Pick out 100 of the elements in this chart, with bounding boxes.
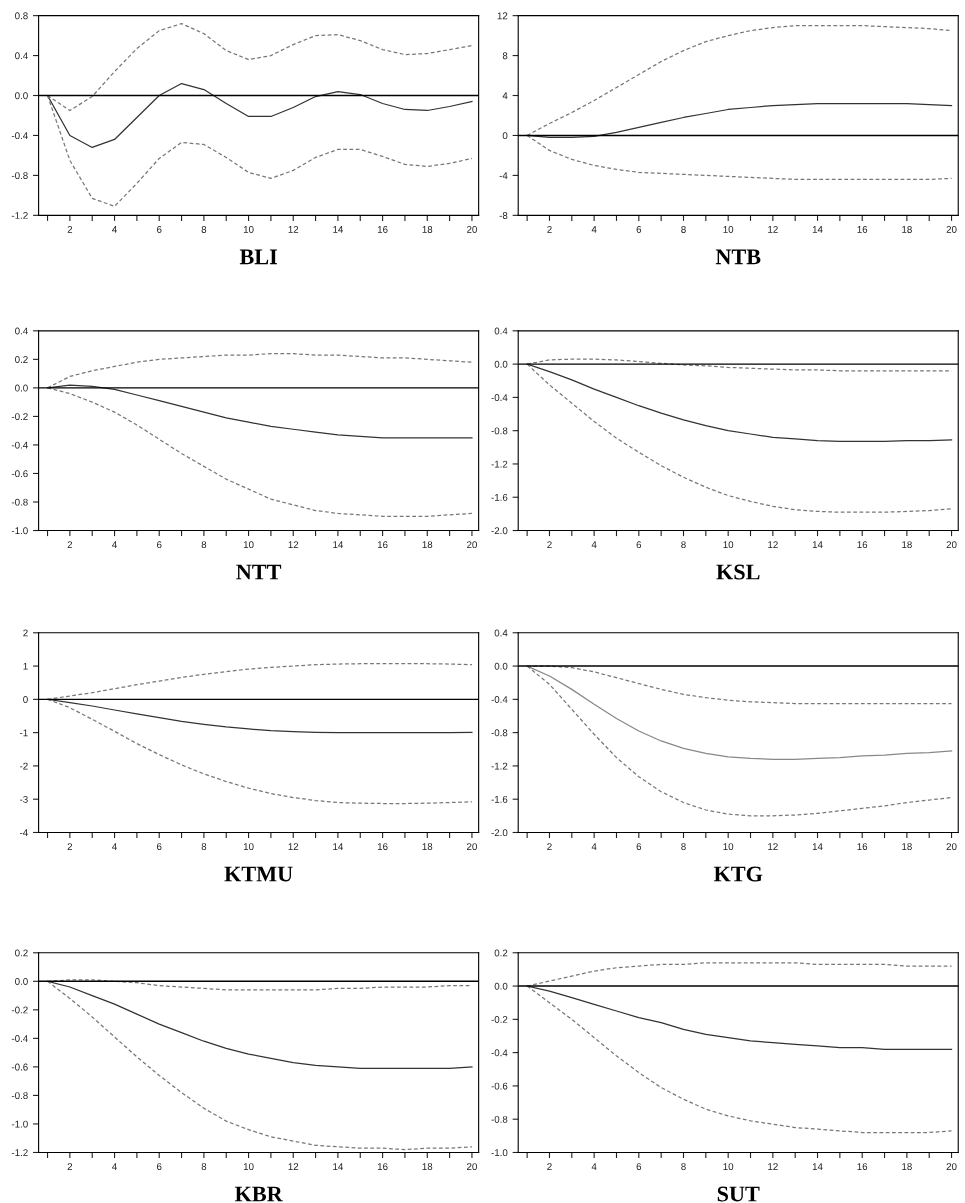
x-tick-label: 4 xyxy=(112,226,117,233)
y-tick-label: -0.6 xyxy=(11,470,28,478)
y-tick-label: -1 xyxy=(19,729,28,737)
y-tick-label: -0.4 xyxy=(491,394,508,402)
y-tick-label: 0.0 xyxy=(494,360,508,368)
x-tick-label: 16 xyxy=(857,226,868,233)
x-tick-label: 4 xyxy=(112,541,117,548)
x-tick-label: 2 xyxy=(547,843,552,850)
y-tick-label: -0.8 xyxy=(11,172,28,180)
x-tick-label: 16 xyxy=(377,541,388,549)
y-tick-label: 2 xyxy=(23,629,28,637)
y-tick-label: 0.2 xyxy=(494,949,508,957)
x-tick-label: 12 xyxy=(288,843,299,850)
x-tick-label: 10 xyxy=(243,1163,254,1171)
y-tick-label: -2.0 xyxy=(491,829,508,837)
x-tick-label: 10 xyxy=(243,843,254,851)
x-tick-label: 8 xyxy=(681,541,686,549)
y-tick-label: -0.6 xyxy=(491,1082,508,1090)
x-axis-title: SUT xyxy=(717,1186,760,1202)
x-tick-label: 14 xyxy=(812,1163,823,1170)
y-tick-label: -0.6 xyxy=(11,1063,28,1071)
y-tick-label: -1.2 xyxy=(11,212,28,219)
x-tick-label: 8 xyxy=(201,226,207,233)
x-tick-label: 12 xyxy=(288,1163,299,1170)
x-tick-label: 14 xyxy=(333,541,344,548)
x-tick-label: 16 xyxy=(857,1163,868,1171)
x-axis-title: BLI xyxy=(239,249,278,265)
x-tick-label: 8 xyxy=(201,843,207,851)
y-tick-label: -1.2 xyxy=(491,460,508,468)
x-tick-label: 2 xyxy=(547,541,552,548)
x-axis-title: NTB xyxy=(715,249,761,265)
x-tick-label: 16 xyxy=(377,1163,388,1171)
y-tick-label: -0.8 xyxy=(11,1092,28,1100)
x-tick-label: 6 xyxy=(636,541,642,549)
y-tick-label: -2 xyxy=(19,762,28,770)
x-tick-label: 6 xyxy=(636,1163,642,1171)
y-tick-label: 0.8 xyxy=(15,12,28,20)
y-tick-label: 0 xyxy=(502,132,508,140)
x-tick-label: 8 xyxy=(201,541,207,549)
x-tick-label: 10 xyxy=(723,1163,734,1171)
y-tick-label: 0.4 xyxy=(15,52,28,60)
x-tick-label: 4 xyxy=(591,226,597,233)
x-tick-label: 20 xyxy=(467,843,477,851)
y-tick-label: -1.0 xyxy=(491,1149,508,1157)
y-tick-label: -0.8 xyxy=(491,427,508,435)
x-tick-label: 6 xyxy=(157,541,162,549)
x-tick-label: 10 xyxy=(723,843,734,851)
x-tick-label: 6 xyxy=(157,1163,162,1171)
x-tick-label: 4 xyxy=(591,1163,597,1170)
x-tick-label: 12 xyxy=(768,843,778,850)
x-tick-label: 14 xyxy=(333,226,344,233)
x-tick-label: 6 xyxy=(636,226,642,233)
x-tick-label: 12 xyxy=(288,541,299,548)
x-tick-label: 14 xyxy=(812,226,823,233)
x-tick-label: 12 xyxy=(288,226,299,233)
y-tick-label: 0 xyxy=(23,696,28,703)
x-tick-label: 2 xyxy=(547,1163,552,1170)
x-tick-label: 2 xyxy=(67,226,73,233)
x-tick-label: 20 xyxy=(467,541,477,549)
x-tick-label: 6 xyxy=(636,843,642,851)
y-tick-label: -1.2 xyxy=(491,762,508,770)
x-tick-label: 18 xyxy=(422,1163,433,1171)
y-tick-label: -0.4 xyxy=(491,1049,508,1057)
x-axis-title: KBR xyxy=(234,1186,283,1202)
y-tick-label: -0.2 xyxy=(491,1016,508,1023)
x-tick-label: 6 xyxy=(157,226,162,233)
x-tick-label: 4 xyxy=(591,843,597,850)
x-tick-label: 20 xyxy=(467,226,477,233)
x-tick-label: 2 xyxy=(547,226,552,233)
x-tick-label: 2 xyxy=(67,843,73,850)
y-tick-label: -0.4 xyxy=(11,441,28,449)
y-tick-label: 8 xyxy=(502,52,508,60)
x-tick-label: 8 xyxy=(681,226,686,233)
x-tick-label: 14 xyxy=(333,843,344,850)
x-tick-label: 18 xyxy=(902,226,912,233)
x-tick-label: 6 xyxy=(157,843,162,851)
x-tick-label: 18 xyxy=(902,1163,912,1171)
y-tick-label: -0.2 xyxy=(11,1006,28,1014)
x-axis-title: NTT xyxy=(236,564,282,580)
x-tick-label: 4 xyxy=(112,843,117,850)
y-tick-label: 0.2 xyxy=(15,949,28,957)
y-tick-label: -0.2 xyxy=(11,413,28,421)
y-tick-label: -8 xyxy=(499,212,508,219)
y-tick-label: 0.2 xyxy=(15,356,28,363)
x-tick-label: 12 xyxy=(768,541,778,548)
y-tick-label: -0.4 xyxy=(491,696,508,703)
x-tick-label: 20 xyxy=(946,541,957,549)
y-tick-label: -0.8 xyxy=(491,729,508,737)
y-tick-label: 0.0 xyxy=(15,978,28,985)
y-tick-label: -2.0 xyxy=(491,527,508,535)
x-axis-title: KTMU xyxy=(224,866,293,882)
y-tick-label: -1.0 xyxy=(11,527,28,535)
x-tick-label: 12 xyxy=(768,1163,778,1170)
x-tick-label: 20 xyxy=(467,1163,477,1171)
y-tick-label: -0.8 xyxy=(491,1115,508,1123)
x-tick-label: 10 xyxy=(723,541,734,549)
x-tick-label: 18 xyxy=(902,843,912,851)
x-tick-label: 2 xyxy=(67,541,73,548)
y-tick-label: 0.0 xyxy=(15,384,28,392)
x-tick-label: 16 xyxy=(857,541,868,549)
